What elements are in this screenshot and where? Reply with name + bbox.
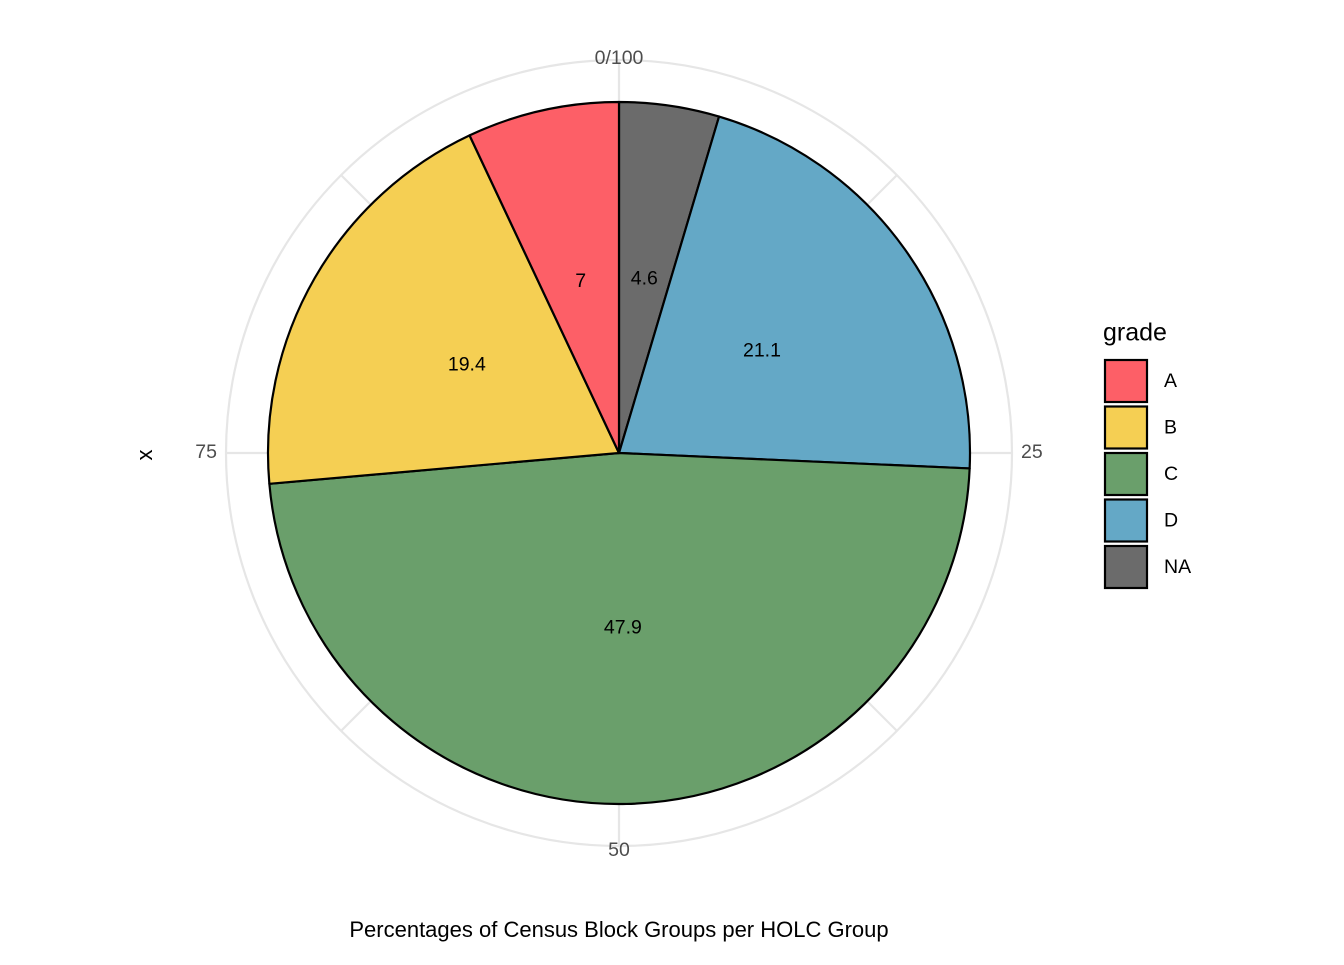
theta-tick-label: 25	[1021, 441, 1043, 463]
legend: grade A B C D NA	[1103, 319, 1191, 590]
slice-label-na: 4.6	[631, 267, 658, 289]
legend-label-na: NA	[1164, 556, 1191, 578]
legend-key-na	[1103, 544, 1149, 590]
legend-label-c: C	[1164, 463, 1178, 485]
legend-items: A B C D NA	[1103, 358, 1191, 590]
legend-key-a	[1103, 358, 1149, 404]
chart-caption: Percentages of Census Block Groups per H…	[349, 917, 888, 942]
slice-labels: 4.6 21.1 47.9 19.4 7	[448, 267, 781, 638]
slice-label-c: 47.9	[604, 617, 642, 639]
theta-tick-label: 50	[608, 839, 630, 861]
slice-label-b: 19.4	[448, 354, 486, 376]
theta-tick-label: 75	[195, 441, 217, 463]
y-axis-title: x	[132, 450, 157, 461]
pie-slices	[266, 100, 972, 806]
slice-label-a: 7	[575, 270, 586, 292]
theta-tick-label: 0/100	[595, 47, 644, 69]
legend-key-d	[1103, 498, 1149, 543]
legend-label-b: B	[1164, 417, 1177, 439]
pie-slice-c	[268, 451, 971, 806]
pie-slice-a	[468, 100, 621, 455]
theta-tick-labels: 0/100 25 50 75	[195, 47, 1043, 861]
slice-label-d: 21.1	[743, 339, 781, 361]
legend-title: grade	[1103, 319, 1167, 347]
pie-slice-b	[266, 134, 621, 485]
legend-label-d: D	[1164, 510, 1178, 532]
legend-label-a: A	[1164, 370, 1177, 392]
legend-key-b	[1103, 405, 1149, 450]
pie-slice-d	[617, 115, 972, 470]
legend-key-c	[1103, 451, 1149, 497]
